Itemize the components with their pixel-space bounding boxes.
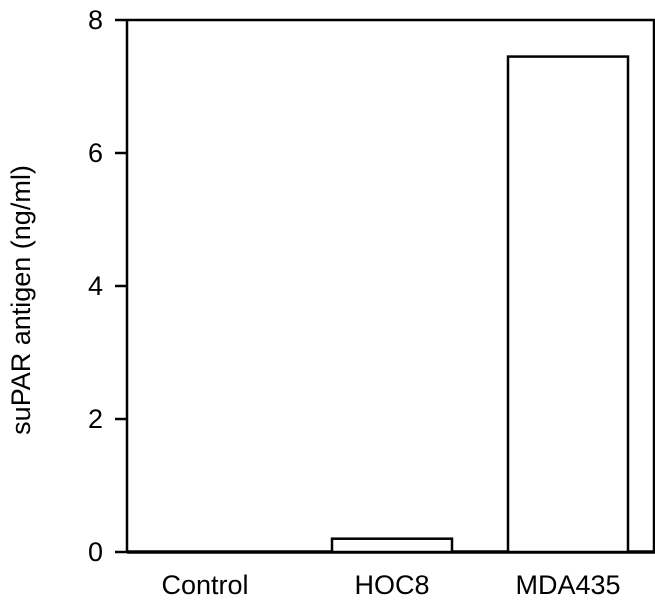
x-category-label: HOC8: [354, 570, 429, 600]
x-category-label: MDA435: [515, 570, 620, 600]
x-category-label: Control: [161, 570, 248, 600]
bars-group: [330, 55, 630, 554]
y-tick-label: 0: [88, 537, 103, 567]
y-tick-label: 2: [88, 404, 103, 434]
y-tick-label: 6: [88, 138, 103, 168]
bar-mda435: [506, 55, 630, 554]
x-axis-category-labels: Control HOC8 MDA435: [161, 570, 620, 600]
y-tick-label: 4: [88, 271, 103, 301]
bar-hoc8: [330, 537, 454, 554]
y-axis-title: suPAR antigen (ng/ml): [6, 165, 36, 435]
y-tick-label: 8: [88, 5, 103, 35]
y-axis-ticks: 0 2 4 6 8: [88, 5, 127, 567]
